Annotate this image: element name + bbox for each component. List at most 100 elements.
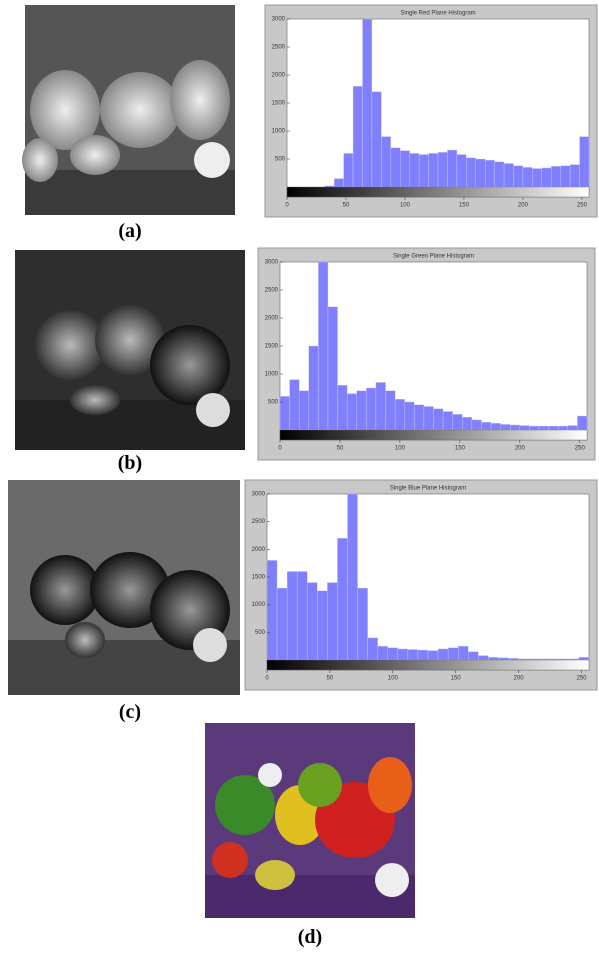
bar — [478, 655, 489, 661]
y-tick-label: 2000 — [252, 547, 266, 553]
x-tick-label: 100 — [400, 203, 411, 209]
colorbar — [279, 429, 588, 441]
y-tick-label: 2000 — [265, 316, 279, 322]
bar — [560, 165, 571, 188]
caption: (d) — [298, 926, 322, 948]
x-tick-label: 200 — [514, 676, 525, 682]
y-tick-label: 3000 — [252, 492, 266, 498]
bar — [442, 411, 453, 431]
y-tick-label: 500 — [255, 630, 266, 636]
bar — [567, 425, 578, 431]
colorbar — [286, 186, 590, 198]
bar — [494, 161, 505, 188]
bar — [427, 650, 439, 661]
y-tick-label: 2500 — [272, 45, 286, 51]
bar — [289, 379, 300, 431]
chart-title: Single Blue Plane Histogram — [390, 486, 466, 492]
bar — [456, 154, 467, 188]
caption: (a) — [118, 220, 141, 242]
bar — [475, 158, 486, 188]
x-tick-label: 50 — [343, 203, 350, 209]
histogram: Single Red Plane Histogram50010001500200… — [264, 4, 598, 218]
bar — [356, 390, 367, 431]
chart-title: Single Red Plane Histogram — [400, 11, 475, 17]
histogram: Single Blue Plane Histogram5001000150020… — [244, 479, 598, 691]
bar — [327, 582, 338, 661]
bar — [414, 404, 425, 431]
bar — [513, 165, 524, 188]
bar — [371, 91, 382, 188]
bar — [510, 424, 521, 431]
bar — [337, 538, 348, 661]
x-tick-label: 0 — [285, 203, 289, 209]
x-tick-label: 0 — [265, 676, 269, 682]
x-tick-label: 50 — [337, 446, 344, 452]
bar — [385, 390, 396, 431]
bar — [466, 157, 476, 188]
bar — [296, 571, 308, 661]
y-tick-label: 1000 — [252, 602, 266, 608]
bar — [409, 153, 420, 188]
x-tick-label: 200 — [515, 446, 526, 452]
bar — [558, 425, 569, 431]
x-tick-label: 250 — [577, 203, 588, 209]
bar — [437, 648, 449, 661]
x-tick-label: 200 — [518, 203, 529, 209]
bar — [333, 178, 344, 188]
bar — [367, 637, 378, 661]
bar — [447, 647, 459, 661]
bar — [377, 645, 388, 661]
bar — [407, 649, 419, 661]
bar — [569, 164, 580, 188]
histogram: Single Green Plane Histogram500100015002… — [257, 247, 596, 461]
bar — [317, 590, 328, 661]
bar — [522, 167, 533, 188]
x-tick-label: 100 — [395, 446, 406, 452]
bar — [578, 657, 590, 661]
bar — [318, 261, 329, 431]
bar — [357, 587, 368, 661]
bar — [508, 658, 519, 661]
bar — [498, 657, 509, 661]
bar — [387, 647, 399, 661]
photo-blue-plane — [8, 480, 240, 695]
bar — [366, 387, 377, 431]
bar — [404, 401, 415, 431]
x-tick-label: 100 — [388, 676, 399, 682]
bar — [397, 648, 409, 661]
bar — [307, 582, 318, 661]
photo-green-plane — [15, 250, 245, 450]
photo-red-plane — [22, 5, 235, 215]
bar — [375, 382, 386, 431]
caption: (b) — [118, 452, 142, 474]
y-tick-label: 1500 — [252, 575, 266, 581]
x-tick-label: 150 — [455, 446, 466, 452]
y-tick-label: 1500 — [265, 344, 279, 350]
bar — [428, 153, 439, 188]
x-tick-label: 250 — [575, 446, 586, 452]
bar — [577, 415, 588, 431]
bar — [276, 587, 288, 661]
bar — [279, 396, 290, 431]
bar — [437, 152, 448, 188]
bar — [468, 651, 479, 661]
bar — [347, 493, 358, 661]
y-tick-label: 1000 — [265, 372, 279, 378]
bar — [579, 136, 590, 188]
bar — [490, 423, 501, 431]
bar — [298, 390, 309, 431]
bar — [503, 163, 514, 188]
bar — [519, 425, 530, 431]
y-tick-label: 1500 — [272, 101, 286, 107]
bar — [390, 147, 401, 188]
bar — [484, 159, 495, 188]
bar — [462, 416, 473, 431]
bar — [481, 421, 492, 431]
bar — [343, 153, 354, 188]
bar — [538, 425, 549, 431]
x-tick-label: 150 — [459, 203, 470, 209]
bar — [417, 649, 429, 661]
bar — [529, 425, 540, 431]
bar — [548, 425, 559, 431]
bar — [400, 150, 410, 188]
